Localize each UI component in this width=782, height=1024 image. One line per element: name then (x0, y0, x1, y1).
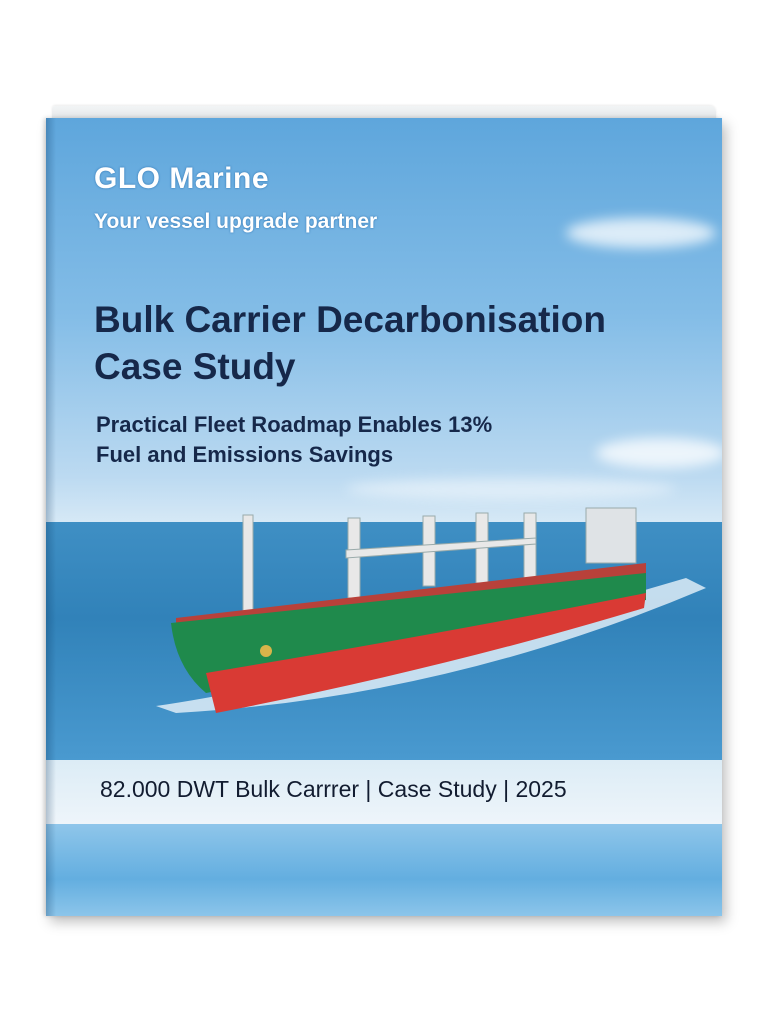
spine-shadow (46, 118, 56, 916)
subtitle-line-2: Fuel and Emissions Savings (96, 442, 394, 467)
title-line-2: Case Study (94, 346, 296, 387)
cover-footer-text: 82.000 DWT Bulk Carrrer | Case Study | 2… (100, 776, 567, 802)
cloud (346, 478, 676, 500)
cover-title: Bulk Carrier Decarbonisation Case Study (94, 296, 606, 390)
cloud (566, 218, 716, 248)
brand-logo: GLO Marine (94, 162, 270, 195)
bulk-carrier-ship-illustration (156, 507, 706, 713)
title-line-1: Bulk Carrier Decarbonisation (94, 299, 606, 340)
brochure-cover: GLO Marine Your vessel upgrade partner B… (46, 118, 722, 916)
cover-subtitle: Practical Fleet Roadmap Enables 13% Fuel… (96, 410, 492, 470)
footer-band (46, 760, 722, 824)
cloud (596, 438, 722, 468)
subtitle-line-1: Practical Fleet Roadmap Enables 13% (96, 412, 493, 437)
bottom-water-band (46, 824, 722, 916)
brand-tagline: Your vessel upgrade partner (94, 210, 378, 233)
